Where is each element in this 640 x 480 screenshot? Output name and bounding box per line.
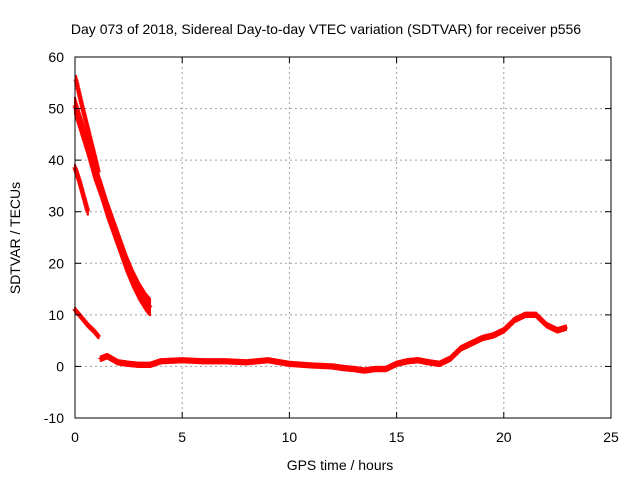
x-tick-label: 20 — [496, 429, 512, 445]
x-tick-label: 0 — [71, 429, 79, 445]
plot-border — [74, 56, 612, 419]
y-tick-label: 10 — [48, 307, 64, 323]
y-tick-label: 40 — [48, 152, 64, 168]
y-tick-label: 60 — [48, 49, 64, 65]
y-tick-label: 50 — [48, 101, 64, 117]
x-tick-label: 10 — [282, 429, 298, 445]
series-arc-main — [98, 311, 568, 374]
x-tick-label: 15 — [389, 429, 405, 445]
y-tick-label: 0 — [56, 358, 64, 374]
series-arc-high-upper — [73, 75, 101, 179]
y-tick-label: 30 — [48, 204, 64, 220]
x-tick-label: 25 — [603, 429, 619, 445]
data-series — [72, 75, 568, 374]
x-axis-label: GPS time / hours — [287, 457, 394, 473]
series-arc-low — [72, 307, 101, 340]
chart-title: Day 073 of 2018, Sidereal Day-to-day VTE… — [71, 21, 581, 37]
y-tick-label: -10 — [44, 410, 64, 426]
series-arc-mid — [72, 164, 91, 216]
x-tick-label: 5 — [178, 429, 186, 445]
series-arc-high — [72, 96, 153, 317]
y-axis-label: SDTVAR / TECUs — [7, 182, 23, 294]
y-tick-label: 20 — [48, 255, 64, 271]
x-ticks: 0 5 10 15 20 25 — [71, 57, 619, 445]
y-ticks: -10 0 10 20 30 40 50 60 — [44, 49, 611, 426]
